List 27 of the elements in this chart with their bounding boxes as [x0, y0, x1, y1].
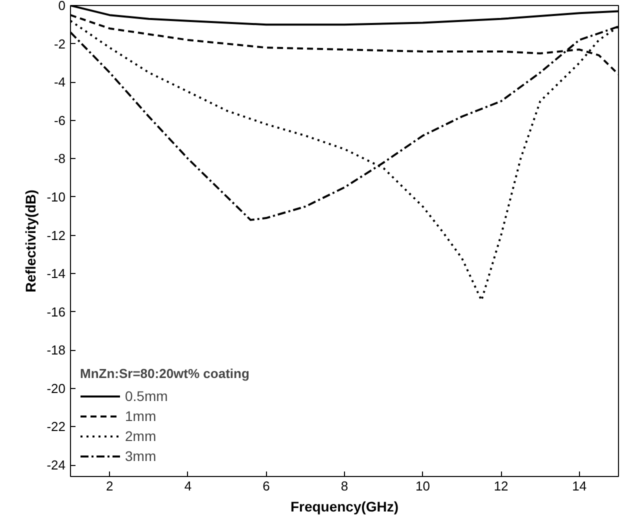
legend-label: 1mm — [125, 408, 156, 424]
y-tick-label: -2 — [54, 36, 66, 52]
y-tick-label: -22 — [46, 419, 66, 434]
x-tick-label: 2 — [106, 478, 114, 494]
x-tick-label: 8 — [340, 478, 348, 494]
x-tick-label: 12 — [494, 478, 508, 494]
y-tick-label: -10 — [46, 189, 66, 204]
y-tick-label: -14 — [46, 266, 66, 282]
legend-label: 3mm — [125, 448, 156, 464]
x-tick-label: 4 — [184, 478, 192, 494]
legend-title: MnZn:Sr=80:20wt% coating — [80, 366, 250, 381]
y-tick-label: -8 — [54, 151, 66, 166]
y-tick-label: -6 — [54, 112, 66, 128]
y-tick-label: -12 — [46, 228, 66, 243]
y-tick-label: 0 — [58, 0, 66, 13]
y-tick-label: -20 — [46, 380, 66, 396]
x-axis-title: Frequency(GHz) — [290, 498, 399, 514]
x-tick-label: 14 — [572, 478, 587, 494]
legend-label: 0.5mm — [125, 388, 168, 404]
y-tick-label: -16 — [46, 304, 66, 320]
y-axis-title: Reflectivity(dB) — [22, 190, 39, 292]
y-tick-label: -4 — [54, 74, 66, 90]
x-tick-label: 10 — [416, 478, 430, 494]
legend-label: 2mm — [125, 428, 156, 444]
x-tick-label: 6 — [262, 478, 270, 494]
y-tick-label: -18 — [46, 342, 66, 358]
y-tick-label: -24 — [46, 458, 66, 473]
